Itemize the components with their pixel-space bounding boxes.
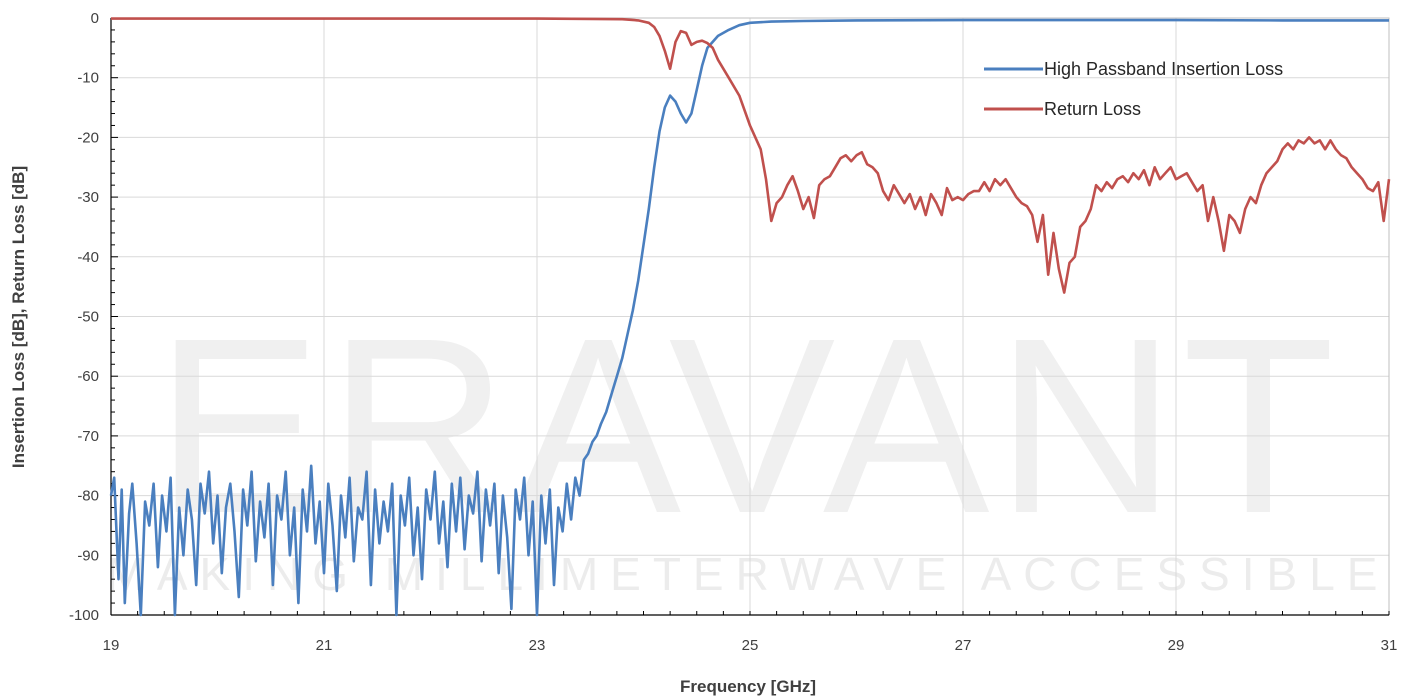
y-tick-label: -100	[69, 607, 99, 624]
y-tick-label: -20	[77, 129, 99, 146]
x-tick-label: 31	[1381, 637, 1398, 654]
series-line-insertion-loss	[109, 18, 1389, 617]
y-tick-label: -70	[77, 428, 99, 445]
legend-label: Return Loss	[1044, 99, 1141, 119]
y-tick-label: -60	[77, 368, 99, 385]
y-tick-label: -80	[77, 488, 99, 505]
y-tick-label: -40	[77, 249, 99, 266]
x-tick-label: 19	[103, 637, 120, 654]
y-tick-label: 0	[91, 10, 99, 27]
y-tick-label: -10	[77, 70, 99, 87]
x-tick-label: 21	[316, 637, 333, 654]
series-line-return-loss	[111, 17, 1391, 294]
y-axis-title: Insertion Loss [dB], Return Loss [dB]	[9, 166, 28, 468]
series-group	[109, 17, 1391, 617]
x-tick-label: 29	[1168, 637, 1185, 654]
y-tick-label: -30	[77, 189, 99, 206]
legend: High Passband Insertion Loss Return Loss	[984, 59, 1283, 119]
grid	[111, 18, 1389, 615]
x-axis-title: Frequency [GHz]	[680, 677, 816, 696]
legend-label: High Passband Insertion Loss	[1044, 59, 1283, 79]
x-tick-label: 25	[742, 637, 759, 654]
x-tick-label: 23	[529, 637, 546, 654]
y-tick-label: -50	[77, 309, 99, 326]
watermark: ERAVANT MAKING MILLIMETERWAVE ACCESSIBLE	[107, 286, 1390, 600]
y-tick-label: -90	[77, 547, 99, 564]
x-tick-label: 27	[955, 637, 972, 654]
watermark-tagline: MAKING MILLIMETERWAVE ACCESSIBLE	[107, 548, 1390, 600]
